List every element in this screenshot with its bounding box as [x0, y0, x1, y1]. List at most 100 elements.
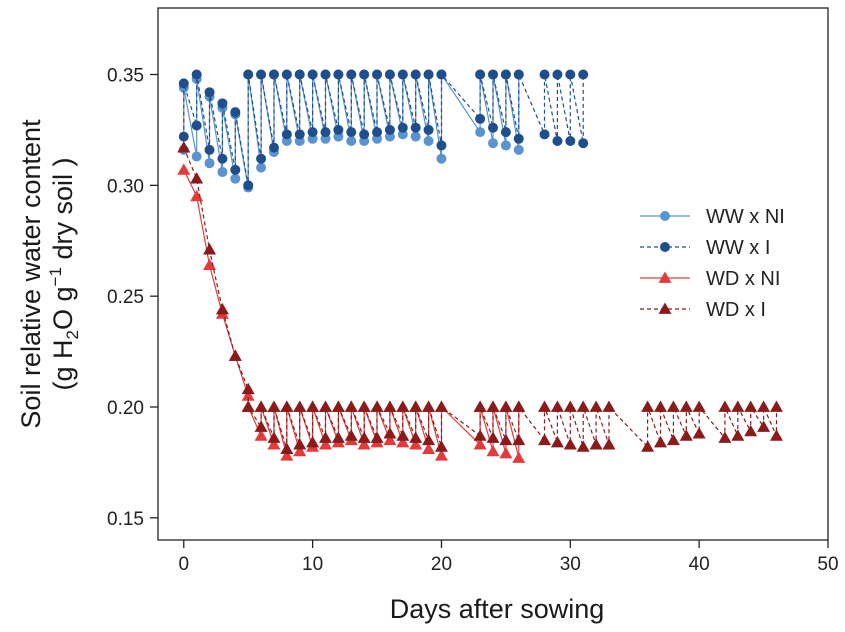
data-point	[499, 400, 513, 412]
legend-label: WD x I	[706, 299, 766, 321]
data-point	[397, 69, 408, 80]
data-point	[307, 69, 318, 80]
data-point	[602, 400, 616, 412]
y-axis-unit-part3: dry soil )	[48, 158, 78, 268]
data-point	[692, 400, 706, 412]
data-point	[281, 69, 292, 80]
data-point	[563, 438, 577, 450]
data-point	[552, 69, 563, 80]
data-point	[383, 427, 397, 439]
y-axis-title: Soil relative water content (g H2O g−1 d…	[16, 119, 82, 429]
data-point	[409, 431, 423, 443]
data-point	[346, 69, 357, 80]
data-point	[731, 429, 745, 441]
data-point	[486, 400, 500, 412]
data-point	[654, 400, 667, 412]
data-point	[333, 124, 344, 135]
data-point	[539, 129, 550, 140]
data-point	[306, 400, 320, 412]
data-point	[344, 400, 358, 412]
data-point	[718, 431, 732, 443]
data-point	[191, 151, 202, 162]
data-point	[410, 69, 421, 80]
y-tick-label: 0.15	[107, 509, 144, 530]
data-point	[344, 429, 358, 441]
data-point	[422, 433, 436, 446]
data-point	[217, 167, 228, 178]
data-point	[769, 400, 783, 412]
y-axis-title-line2: (g H2O g−1 dry soil )	[46, 158, 82, 391]
data-point	[359, 129, 370, 140]
data-point	[267, 438, 281, 450]
data-point	[410, 122, 421, 133]
data-point	[578, 138, 589, 149]
data-point	[436, 69, 447, 80]
data-point	[177, 141, 191, 153]
data-point	[513, 69, 524, 80]
data-point	[191, 69, 202, 80]
legend-label: WD x NI	[706, 268, 780, 290]
data-point	[423, 124, 434, 135]
data-point	[241, 400, 255, 412]
data-point	[319, 400, 332, 412]
data-point	[370, 400, 384, 412]
data-point	[692, 427, 706, 439]
data-point	[243, 69, 254, 80]
data-point	[357, 438, 371, 450]
y-axis-unit-part1: (g H	[48, 339, 78, 390]
legend-marker	[658, 302, 672, 314]
data-point	[641, 440, 655, 452]
data-point	[396, 429, 410, 441]
data-point	[550, 435, 564, 448]
data-point	[370, 431, 384, 443]
plot-area-frame	[157, 7, 829, 541]
legend-marker	[660, 242, 670, 252]
data-point	[500, 69, 511, 80]
series-layer	[177, 69, 783, 463]
legend-label: WW x I	[706, 237, 770, 259]
x-tick-label: 10	[302, 554, 323, 575]
data-point	[512, 451, 526, 463]
data-point	[434, 440, 448, 452]
legend-item: WW x I	[640, 237, 770, 259]
data-point	[228, 349, 242, 361]
data-point	[475, 127, 486, 138]
data-point	[372, 69, 383, 80]
data-point	[589, 438, 603, 450]
legend-label: WW x NI	[706, 206, 785, 228]
data-point	[499, 447, 513, 459]
data-point	[475, 113, 486, 124]
y-tick-label: 0.35	[107, 66, 144, 87]
data-point	[552, 136, 563, 146]
data-point	[268, 142, 279, 153]
data-point	[666, 400, 680, 412]
y-tick-label: 0.20	[107, 398, 144, 419]
data-point	[384, 69, 395, 80]
data-point	[320, 69, 331, 80]
x-tick-label: 40	[689, 554, 710, 575]
data-point	[190, 189, 204, 202]
data-point	[550, 400, 564, 412]
data-point	[475, 69, 486, 80]
data-point	[230, 173, 241, 184]
x-tick-label: 50	[817, 554, 838, 575]
data-point	[243, 180, 254, 191]
data-point	[267, 400, 281, 412]
data-point	[230, 164, 241, 175]
data-point	[436, 153, 447, 164]
data-point	[422, 442, 436, 454]
data-point	[256, 153, 267, 164]
data-point	[293, 438, 307, 450]
data-point	[320, 127, 331, 138]
data-point	[357, 400, 371, 412]
data-point	[513, 144, 524, 155]
data-point	[230, 107, 241, 118]
data-point	[294, 69, 305, 80]
data-point	[565, 69, 576, 80]
data-point	[538, 433, 552, 446]
data-point	[499, 433, 513, 446]
data-point	[280, 449, 294, 461]
data-point	[357, 431, 371, 443]
data-point	[473, 438, 487, 450]
data-point	[512, 433, 526, 446]
